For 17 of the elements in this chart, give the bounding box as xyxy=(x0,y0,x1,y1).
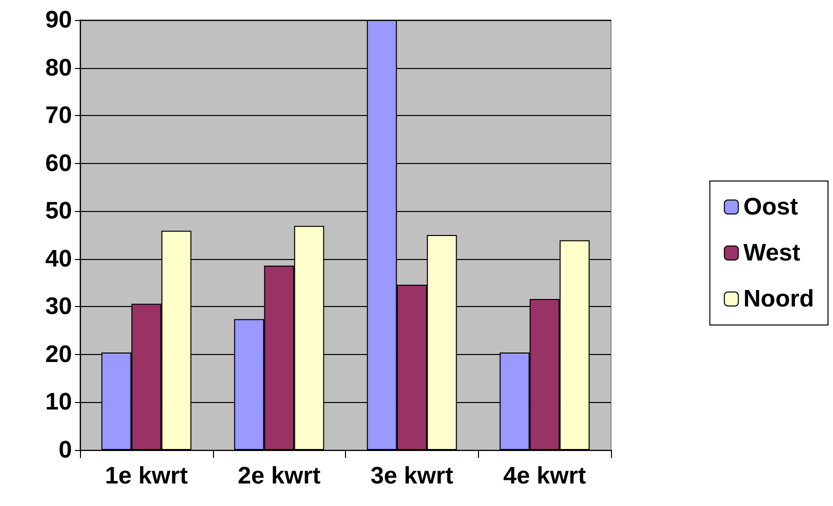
y-tick-label: 90 xyxy=(45,6,72,34)
x-tick-label: 3e kwrt xyxy=(370,462,454,490)
y-tick-label: 0 xyxy=(58,436,72,464)
legend-label: West xyxy=(743,240,800,266)
legend-label: Noord xyxy=(743,286,814,312)
y-tick-label: 70 xyxy=(45,102,72,130)
x-tick-label: 2e kwrt xyxy=(238,462,320,490)
x-tick-label: 1e kwrt xyxy=(105,462,188,490)
legend-label: Oost xyxy=(743,194,798,220)
y-tick-label: 50 xyxy=(45,198,72,225)
y-tick-label: 40 xyxy=(45,245,72,272)
y-tick-label: 80 xyxy=(45,54,72,82)
y-tick-label: 20 xyxy=(45,340,72,368)
y-tick-label: 30 xyxy=(45,293,72,320)
x-tick-label: 4e kwrt xyxy=(503,462,586,490)
y-tick-label: 10 xyxy=(45,388,72,416)
y-tick-label: 60 xyxy=(45,150,72,177)
